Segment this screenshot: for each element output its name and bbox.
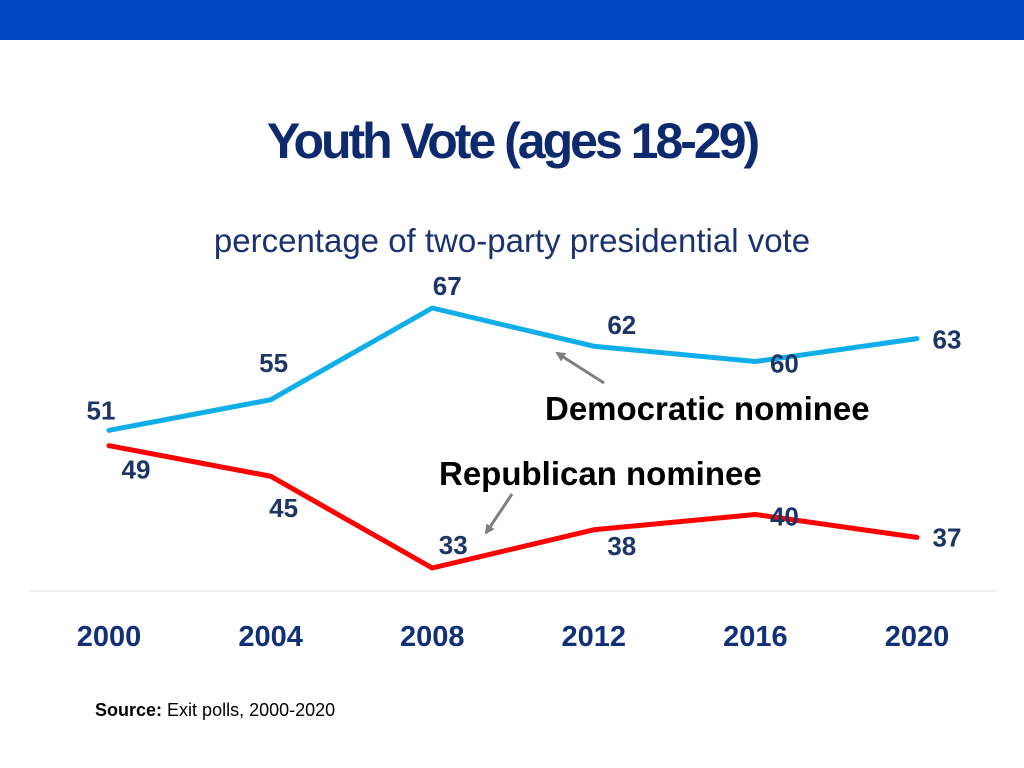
rep-data-label-2000: 49 <box>122 455 151 485</box>
rep-data-label-2016: 40 <box>770 501 799 531</box>
source-label: Source: <box>95 700 163 720</box>
dem-data-label-2008: 67 <box>433 271 462 301</box>
x-tick-label-2020: 2020 <box>885 621 950 653</box>
x-tick-label-2016: 2016 <box>723 621 788 653</box>
rep-data-label-2012: 38 <box>607 531 636 561</box>
republican-series-line <box>106 443 920 571</box>
dem-data-label-2020: 63 <box>933 325 962 355</box>
rep-data-label-2004: 45 <box>269 493 298 523</box>
rep-data-label-2020: 37 <box>933 522 962 552</box>
rep-annotation-label: Republican nominee <box>439 455 762 492</box>
x-tick-label-2012: 2012 <box>562 621 627 653</box>
source-text: Exit polls, 2000-2020 <box>167 700 336 720</box>
dem-annotation-label: Democratic nominee <box>545 390 870 427</box>
source-note: Source: Exit polls, 2000-2020 <box>95 700 335 721</box>
dem-data-label-2000: 51 <box>87 395 116 425</box>
rep-annotation-arrow <box>484 493 514 535</box>
rep-data-label-2008: 33 <box>439 530 468 560</box>
democratic-series-line <box>106 305 920 433</box>
dem-data-label-2012: 62 <box>607 310 636 340</box>
dem-data-label-2004: 55 <box>259 348 288 378</box>
x-tick-label-2008: 2008 <box>400 621 465 653</box>
x-tick-label-2000: 2000 <box>77 621 142 653</box>
chart-title: Youth Vote (ages 18-29) <box>266 113 760 169</box>
top-banner <box>0 0 1024 40</box>
dem-data-label-2016: 60 <box>770 349 799 379</box>
dem-annotation-arrow <box>555 351 605 385</box>
chart-subtitle: percentage of two-party presidential vot… <box>213 222 811 259</box>
x-tick-label-2004: 2004 <box>238 621 303 653</box>
